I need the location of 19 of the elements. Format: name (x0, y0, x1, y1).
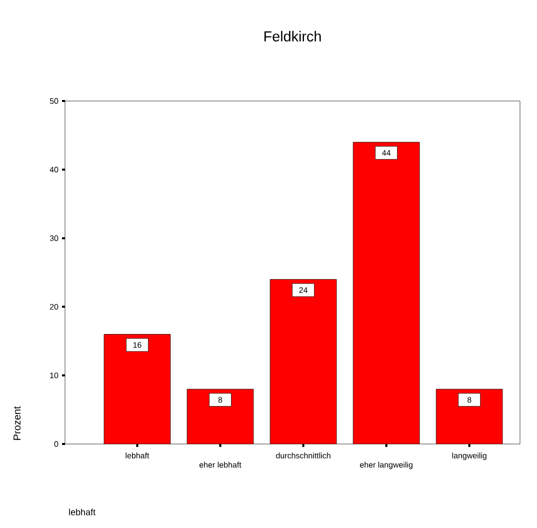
data-label: 24 (299, 287, 308, 293)
text: lebhaft (69, 508, 96, 516)
data-label: 8 (218, 396, 222, 403)
y-tick-label: 0 (54, 441, 58, 447)
x-tick-label: lebhaft (126, 452, 150, 458)
x-tick-label: eher lebhaft (199, 462, 242, 468)
y-tick-label: 10 (50, 372, 58, 378)
y-tick-label: 20 (50, 304, 58, 310)
y-tick-label: 50 (50, 98, 58, 104)
data-label: 16 (133, 342, 142, 348)
x-tick-label: eher langweilig (360, 462, 412, 470)
data-label: 8 (467, 396, 472, 403)
x-tick-label: langweilig (452, 452, 486, 460)
y-tick-label: 40 (50, 166, 58, 172)
x-tick-label: durchschnittlich (276, 452, 330, 458)
chart-title: Feldkirch (264, 30, 321, 42)
y-tick-label: 30 (50, 235, 58, 242)
data-label: 44 (382, 150, 391, 156)
y-axis-title: Prozent (14, 406, 21, 440)
